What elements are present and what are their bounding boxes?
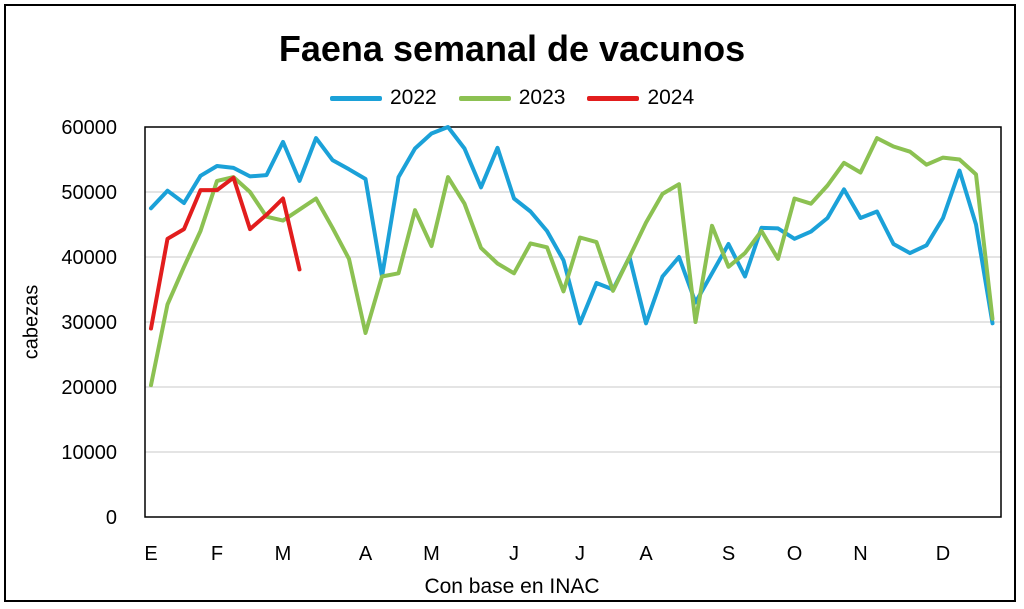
x-tick-label: J (575, 543, 585, 565)
x-tick-label: E (144, 543, 157, 565)
series-line-2024 (149, 175, 302, 331)
x-tick-label: A (359, 543, 373, 565)
legend-item-2023: 2023 (458, 86, 566, 110)
x-tick-label: S (722, 543, 735, 565)
x-tick-label: M (275, 543, 292, 565)
x-tick-label: F (211, 543, 223, 565)
series-line-2023 (149, 136, 995, 388)
chart-frame (4, 4, 1016, 602)
y-tick-label: 60000 (61, 117, 117, 139)
legend-item-2022: 2022 (330, 86, 437, 110)
x-tick-label: M (423, 543, 440, 565)
legend-swatch-2022 (330, 95, 382, 101)
y-tick-label: 30000 (61, 312, 117, 334)
y-axis-label: cabezas (20, 284, 43, 360)
legend-item-2024: 2024 (587, 86, 694, 110)
x-axis-label: Con base en INAC (424, 575, 600, 598)
y-tick-label: 50000 (61, 182, 117, 204)
series-line-2022 (149, 125, 995, 326)
legend-label-2023: 2023 (518, 86, 566, 109)
legend-swatch-2024 (587, 95, 640, 101)
x-tick-label: D (936, 543, 950, 565)
y-tick-label: 10000 (61, 442, 117, 464)
series-lines (149, 125, 995, 388)
x-tick-label: A (639, 543, 653, 565)
x-tick-label: N (853, 543, 867, 565)
x-tick-label: O (787, 543, 803, 565)
y-tick-label: 20000 (61, 377, 117, 399)
chart-title: Faena semanal de vacunos (278, 28, 746, 69)
y-tick-labels: 0 10000 20000 30000 40000 50000 60000 (61, 117, 117, 529)
chart-legend: 2022 2023 2024 (330, 86, 694, 110)
y-tick-label: 0 (106, 507, 117, 529)
y-tick-label: 40000 (61, 247, 117, 269)
plot-area (144, 126, 1002, 518)
legend-label-2024: 2024 (647, 86, 695, 109)
x-tick-label: J (509, 543, 519, 565)
legend-swatch-2023 (458, 95, 511, 101)
legend-label-2022: 2022 (390, 86, 437, 109)
